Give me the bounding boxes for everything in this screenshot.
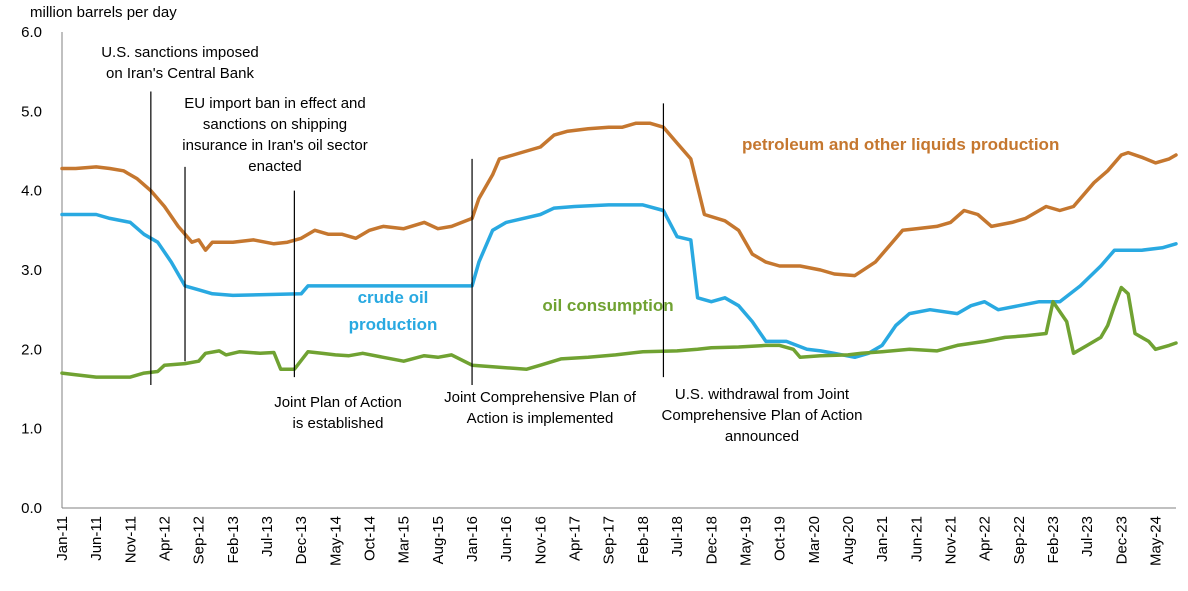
x-tick-label: May-24 xyxy=(1147,516,1164,566)
x-tick-label: Aug-20 xyxy=(840,516,857,564)
event-label: Joint Comprehensive Plan of xyxy=(444,389,637,406)
y-tick-label: 3.0 xyxy=(21,262,42,279)
x-tick-label: Jan-21 xyxy=(874,516,891,562)
x-tick-label: Feb-23 xyxy=(1045,516,1062,564)
y-tick-label: 1.0 xyxy=(21,421,42,438)
event-label: insurance in Iran's oil sector xyxy=(182,137,367,154)
event-label: Joint Plan of Action xyxy=(274,394,402,411)
x-tick-label: Sep-17 xyxy=(601,516,618,564)
x-tick-label: Jan-16 xyxy=(464,516,481,562)
series-line xyxy=(60,285,1178,379)
y-tick-label: 6.0 xyxy=(21,24,42,41)
y-axis-label: million barrels per day xyxy=(30,4,177,21)
event-label: Comprehensive Plan of Action xyxy=(662,407,863,424)
x-tick-label: Mar-20 xyxy=(806,516,823,564)
x-tick-label: Jun-21 xyxy=(908,516,925,562)
event-label: Action is implemented xyxy=(467,410,614,427)
x-tick-label: Jul-23 xyxy=(1079,516,1096,557)
x-tick-label: Feb-13 xyxy=(225,516,242,564)
x-tick-label: Dec-18 xyxy=(703,516,720,564)
x-tick-label: Jan-11 xyxy=(54,516,71,561)
axes xyxy=(61,32,1176,509)
x-tick-label: Dec-13 xyxy=(293,516,310,564)
petroleum-label: petroleum and other liquids production xyxy=(742,135,1059,154)
crude-label: production xyxy=(349,315,438,334)
series-line xyxy=(60,121,1178,278)
series-labels: petroleum and other liquids production cr… xyxy=(349,135,1060,334)
y-tick-label: 4.0 xyxy=(21,183,42,200)
x-tick-label: Nov-16 xyxy=(532,516,549,564)
x-tick-label: Oct-19 xyxy=(772,516,789,561)
event-label: EU import ban in effect and xyxy=(184,95,366,112)
x-tick-label: Nov-21 xyxy=(942,516,959,564)
x-tick-label: Apr-22 xyxy=(977,516,994,561)
event-annotations: U.S. sanctions imposed on Iran's Central … xyxy=(101,44,862,445)
x-tick-label: Jun-11 xyxy=(88,516,105,561)
event-label: is established xyxy=(293,415,384,432)
x-tick-label: May-19 xyxy=(737,516,754,566)
x-tick-label: Nov-11 xyxy=(122,516,139,563)
x-tick-label: Jul-13 xyxy=(259,516,276,557)
event-label: sanctions on shipping xyxy=(203,116,347,133)
y-axis-ticks: 0.0 1.0 2.0 3.0 4.0 5.0 6.0 xyxy=(21,24,42,517)
x-tick-label: Dec-23 xyxy=(1113,516,1130,564)
event-label: on Iran's Central Bank xyxy=(106,65,254,82)
x-tick-label: Aug-15 xyxy=(430,516,447,564)
x-tick-label: Jul-18 xyxy=(669,516,686,557)
x-tick-label: Oct-14 xyxy=(362,516,379,561)
y-tick-label: 5.0 xyxy=(21,103,42,120)
x-tick-label: Mar-15 xyxy=(396,516,413,564)
y-tick-label: 2.0 xyxy=(21,341,42,358)
x-tick-label: Jun-16 xyxy=(498,516,515,562)
x-tick-label: Apr-12 xyxy=(157,516,174,561)
event-label: U.S. withdrawal from Joint xyxy=(675,386,850,403)
consumption-label: oil consumption xyxy=(542,296,673,315)
x-axis-ticks: Jan-11 Jun-11 Nov-11 Apr-12 Sep-12 Feb-13 Jul-… xyxy=(54,516,1164,566)
crude-label: crude oil xyxy=(358,288,429,307)
x-tick-label: Apr-17 xyxy=(567,516,584,561)
event-label: enacted xyxy=(248,158,301,175)
x-tick-label: Sep-22 xyxy=(1011,516,1028,564)
series-lines xyxy=(60,121,1178,379)
x-tick-label: Sep-12 xyxy=(191,516,208,564)
event-label: announced xyxy=(725,428,799,445)
event-label: U.S. sanctions imposed xyxy=(101,44,259,61)
x-tick-label: Feb-18 xyxy=(635,516,652,564)
series-line xyxy=(60,203,1178,360)
y-tick-label: 0.0 xyxy=(21,500,42,517)
x-tick-label: May-14 xyxy=(327,516,344,566)
